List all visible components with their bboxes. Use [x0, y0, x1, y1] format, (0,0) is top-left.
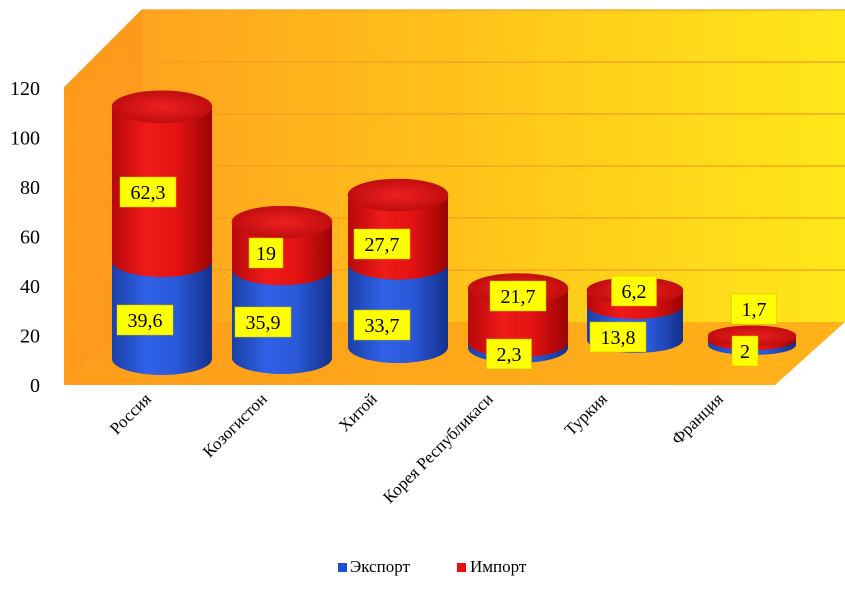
data-label-box — [611, 275, 657, 307]
data-label-box — [589, 321, 647, 353]
x-category-label: Россия — [106, 389, 155, 438]
data-label-import: 62,3 — [119, 176, 177, 208]
data-label-import: 1,7 — [731, 293, 777, 325]
data-label-text: 2 — [740, 341, 750, 363]
y-axis: 0 20 40 60 80 100 120 — [10, 78, 40, 397]
data-label-box — [119, 176, 177, 208]
data-label-box — [486, 338, 532, 370]
x-category-label: Франция — [668, 389, 727, 448]
data-label-text: 33,7 — [365, 315, 400, 337]
data-label-export: 35,9 — [234, 306, 292, 338]
data-label-text: 1,7 — [742, 299, 767, 321]
y-tick-label: 60 — [20, 227, 40, 249]
x-category-label: Корея Республикаси — [379, 389, 497, 507]
data-label-text: 13,8 — [601, 327, 636, 349]
y-tick-label: 100 — [10, 128, 40, 150]
bar-top-cap — [347, 178, 449, 212]
data-label-text: 62,3 — [131, 182, 166, 204]
data-label-text: 39,6 — [128, 310, 163, 332]
data-label-text: 27,7 — [365, 234, 400, 256]
data-label-export: 13,8 — [589, 321, 647, 353]
data-label-box — [489, 280, 547, 312]
y-tick-label: 20 — [20, 326, 40, 348]
gridline — [63, 61, 845, 138]
x-category-label: Хитой — [335, 389, 381, 435]
data-label-export: 33,7 — [353, 309, 411, 341]
y-tick-label: 40 — [20, 276, 40, 298]
data-label-import: 19 — [248, 237, 284, 269]
legend: Экспорт Импорт — [338, 557, 527, 576]
legend-swatch-import — [457, 563, 466, 572]
data-label-import: 6,2 — [611, 275, 657, 307]
data-label-box — [353, 228, 411, 260]
data-label-text: 2,3 — [497, 344, 522, 366]
data-label-text: 6,2 — [622, 281, 647, 303]
y-tick-label: 120 — [10, 78, 40, 100]
data-label-text: 35,9 — [246, 312, 281, 334]
y-tick-label: 80 — [20, 177, 40, 199]
data-label-import: 21,7 — [489, 280, 547, 312]
data-label-box — [731, 293, 777, 325]
data-label-box — [234, 306, 292, 338]
data-label-import: 27,7 — [353, 228, 411, 260]
data-label-box — [353, 309, 411, 341]
legend-label-import: Импорт — [470, 557, 527, 576]
bar-top-cap — [231, 205, 333, 239]
bar-1 — [231, 205, 333, 374]
data-label-text: 19 — [256, 243, 276, 265]
x-category-label: Туркия — [561, 389, 611, 439]
data-label-box — [116, 304, 174, 336]
x-category-label: Козогистон — [199, 389, 271, 461]
data-label-text: 21,7 — [501, 286, 536, 308]
bar-top-cap — [111, 90, 213, 124]
data-label-box — [731, 335, 759, 367]
data-label-box — [248, 237, 284, 269]
data-label-export: 2,3 — [486, 338, 532, 370]
data-label-export: 39,6 — [116, 304, 174, 336]
legend-swatch-export — [338, 563, 347, 572]
gridline — [63, 9, 845, 89]
legend-label-export: Экспорт — [350, 557, 410, 576]
y-tick-label: 0 — [30, 375, 40, 397]
data-label-export: 2 — [731, 335, 759, 367]
